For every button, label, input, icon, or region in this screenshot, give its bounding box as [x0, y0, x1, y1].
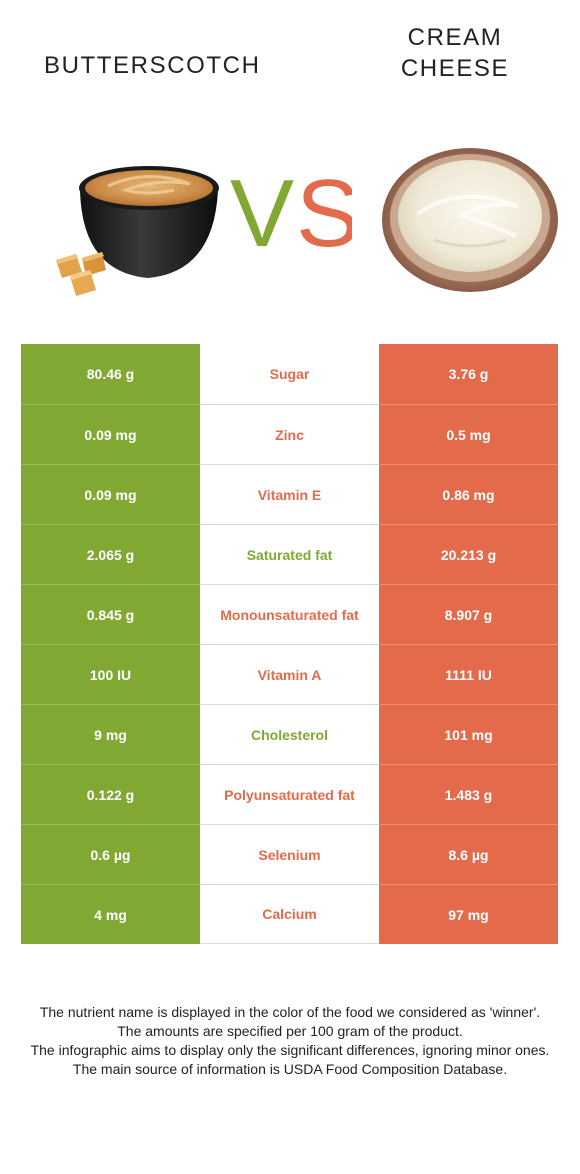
- nutrient-name: Saturated fat: [200, 524, 379, 584]
- footer-line-aims: The infographic aims to display only the…: [30, 1042, 550, 1058]
- cream-cheese-value: 8.6 µg: [379, 824, 558, 884]
- cream-cheese-value: 8.907 g: [379, 584, 558, 644]
- butterscotch-value: 0.09 mg: [21, 404, 200, 464]
- table-row: 2.065 g Saturated fat 20.213 g: [21, 524, 558, 584]
- table-row: 80.46 g Sugar 3.76 g: [21, 344, 558, 404]
- nutrient-name: Vitamin E: [200, 464, 379, 524]
- nutrient-name: Sugar: [200, 344, 379, 404]
- cream-cheese-value: 1111 IU: [379, 644, 558, 704]
- right-food-title: CREAM CHEESE: [390, 22, 520, 84]
- table-row: 9 mg Cholesterol 101 mg: [21, 704, 558, 764]
- table-row: 0.845 g Monounsaturated fat 8.907 g: [21, 584, 558, 644]
- table-row: 0.09 mg Zinc 0.5 mg: [21, 404, 558, 464]
- cream-cheese-value: 1.483 g: [379, 764, 558, 824]
- butterscotch-value: 2.065 g: [21, 524, 200, 584]
- butterscotch-value: 9 mg: [21, 704, 200, 764]
- cream-cheese-value: 20.213 g: [379, 524, 558, 584]
- butterscotch-value: 0.09 mg: [21, 464, 200, 524]
- butterscotch-value: 100 IU: [21, 644, 200, 704]
- vs-s-letter: S: [296, 162, 352, 262]
- nutrient-name: Vitamin A: [200, 644, 379, 704]
- comparison-table: 80.46 g Sugar 3.76 g 0.09 mg Zinc 0.5 mg 0.09 …: [21, 344, 558, 944]
- vs-label: V S: [230, 162, 352, 262]
- butterscotch-value: 4 mg: [21, 884, 200, 944]
- cream-cheese-value: 0.86 mg: [379, 464, 558, 524]
- nutrient-name: Calcium: [200, 884, 379, 944]
- footer-notes: The nutrient name is displayed in the co…: [20, 1003, 560, 1079]
- table-row: 4 mg Calcium 97 mg: [21, 884, 558, 944]
- table-row: 0.09 mg Vitamin E 0.86 mg: [21, 464, 558, 524]
- right-food-title-line1: CREAM: [407, 24, 503, 51]
- footer-line-winner: The nutrient name is displayed in the co…: [39, 1004, 541, 1020]
- nutrient-name: Polyunsaturated fat: [200, 764, 379, 824]
- table-row: 0.6 µg Selenium 8.6 µg: [21, 824, 558, 884]
- cream-cheese-image: [382, 148, 558, 292]
- cream-cheese-value: 97 mg: [379, 884, 558, 944]
- nutrient-name: Zinc: [200, 404, 379, 464]
- table-row: 0.122 g Polyunsaturated fat 1.483 g: [21, 764, 558, 824]
- table-row: 100 IU Vitamin A 1111 IU: [21, 644, 558, 704]
- cream-cheese-value: 3.76 g: [379, 344, 558, 404]
- butterscotch-value: 0.6 µg: [21, 824, 200, 884]
- butterscotch-image: [56, 166, 219, 296]
- nutrient-name: Selenium: [200, 824, 379, 884]
- nutrient-name: Monounsaturated fat: [200, 584, 379, 644]
- butterscotch-value: 0.845 g: [21, 584, 200, 644]
- butterscotch-value: 0.122 g: [21, 764, 200, 824]
- vs-v-letter: V: [230, 162, 294, 262]
- cream-cheese-value: 101 mg: [379, 704, 558, 764]
- nutrient-name: Cholesterol: [200, 704, 379, 764]
- left-food-title: BUTTERSCOTCH: [44, 52, 261, 79]
- butterscotch-value: 80.46 g: [21, 344, 200, 404]
- right-food-title-line2: CHEESE: [400, 55, 510, 82]
- cream-cheese-value: 0.5 mg: [379, 404, 558, 464]
- footer-line-amounts: The amounts are specified per 100 gram o…: [117, 1023, 463, 1039]
- footer-line-source: The main source of information is USDA F…: [72, 1061, 508, 1077]
